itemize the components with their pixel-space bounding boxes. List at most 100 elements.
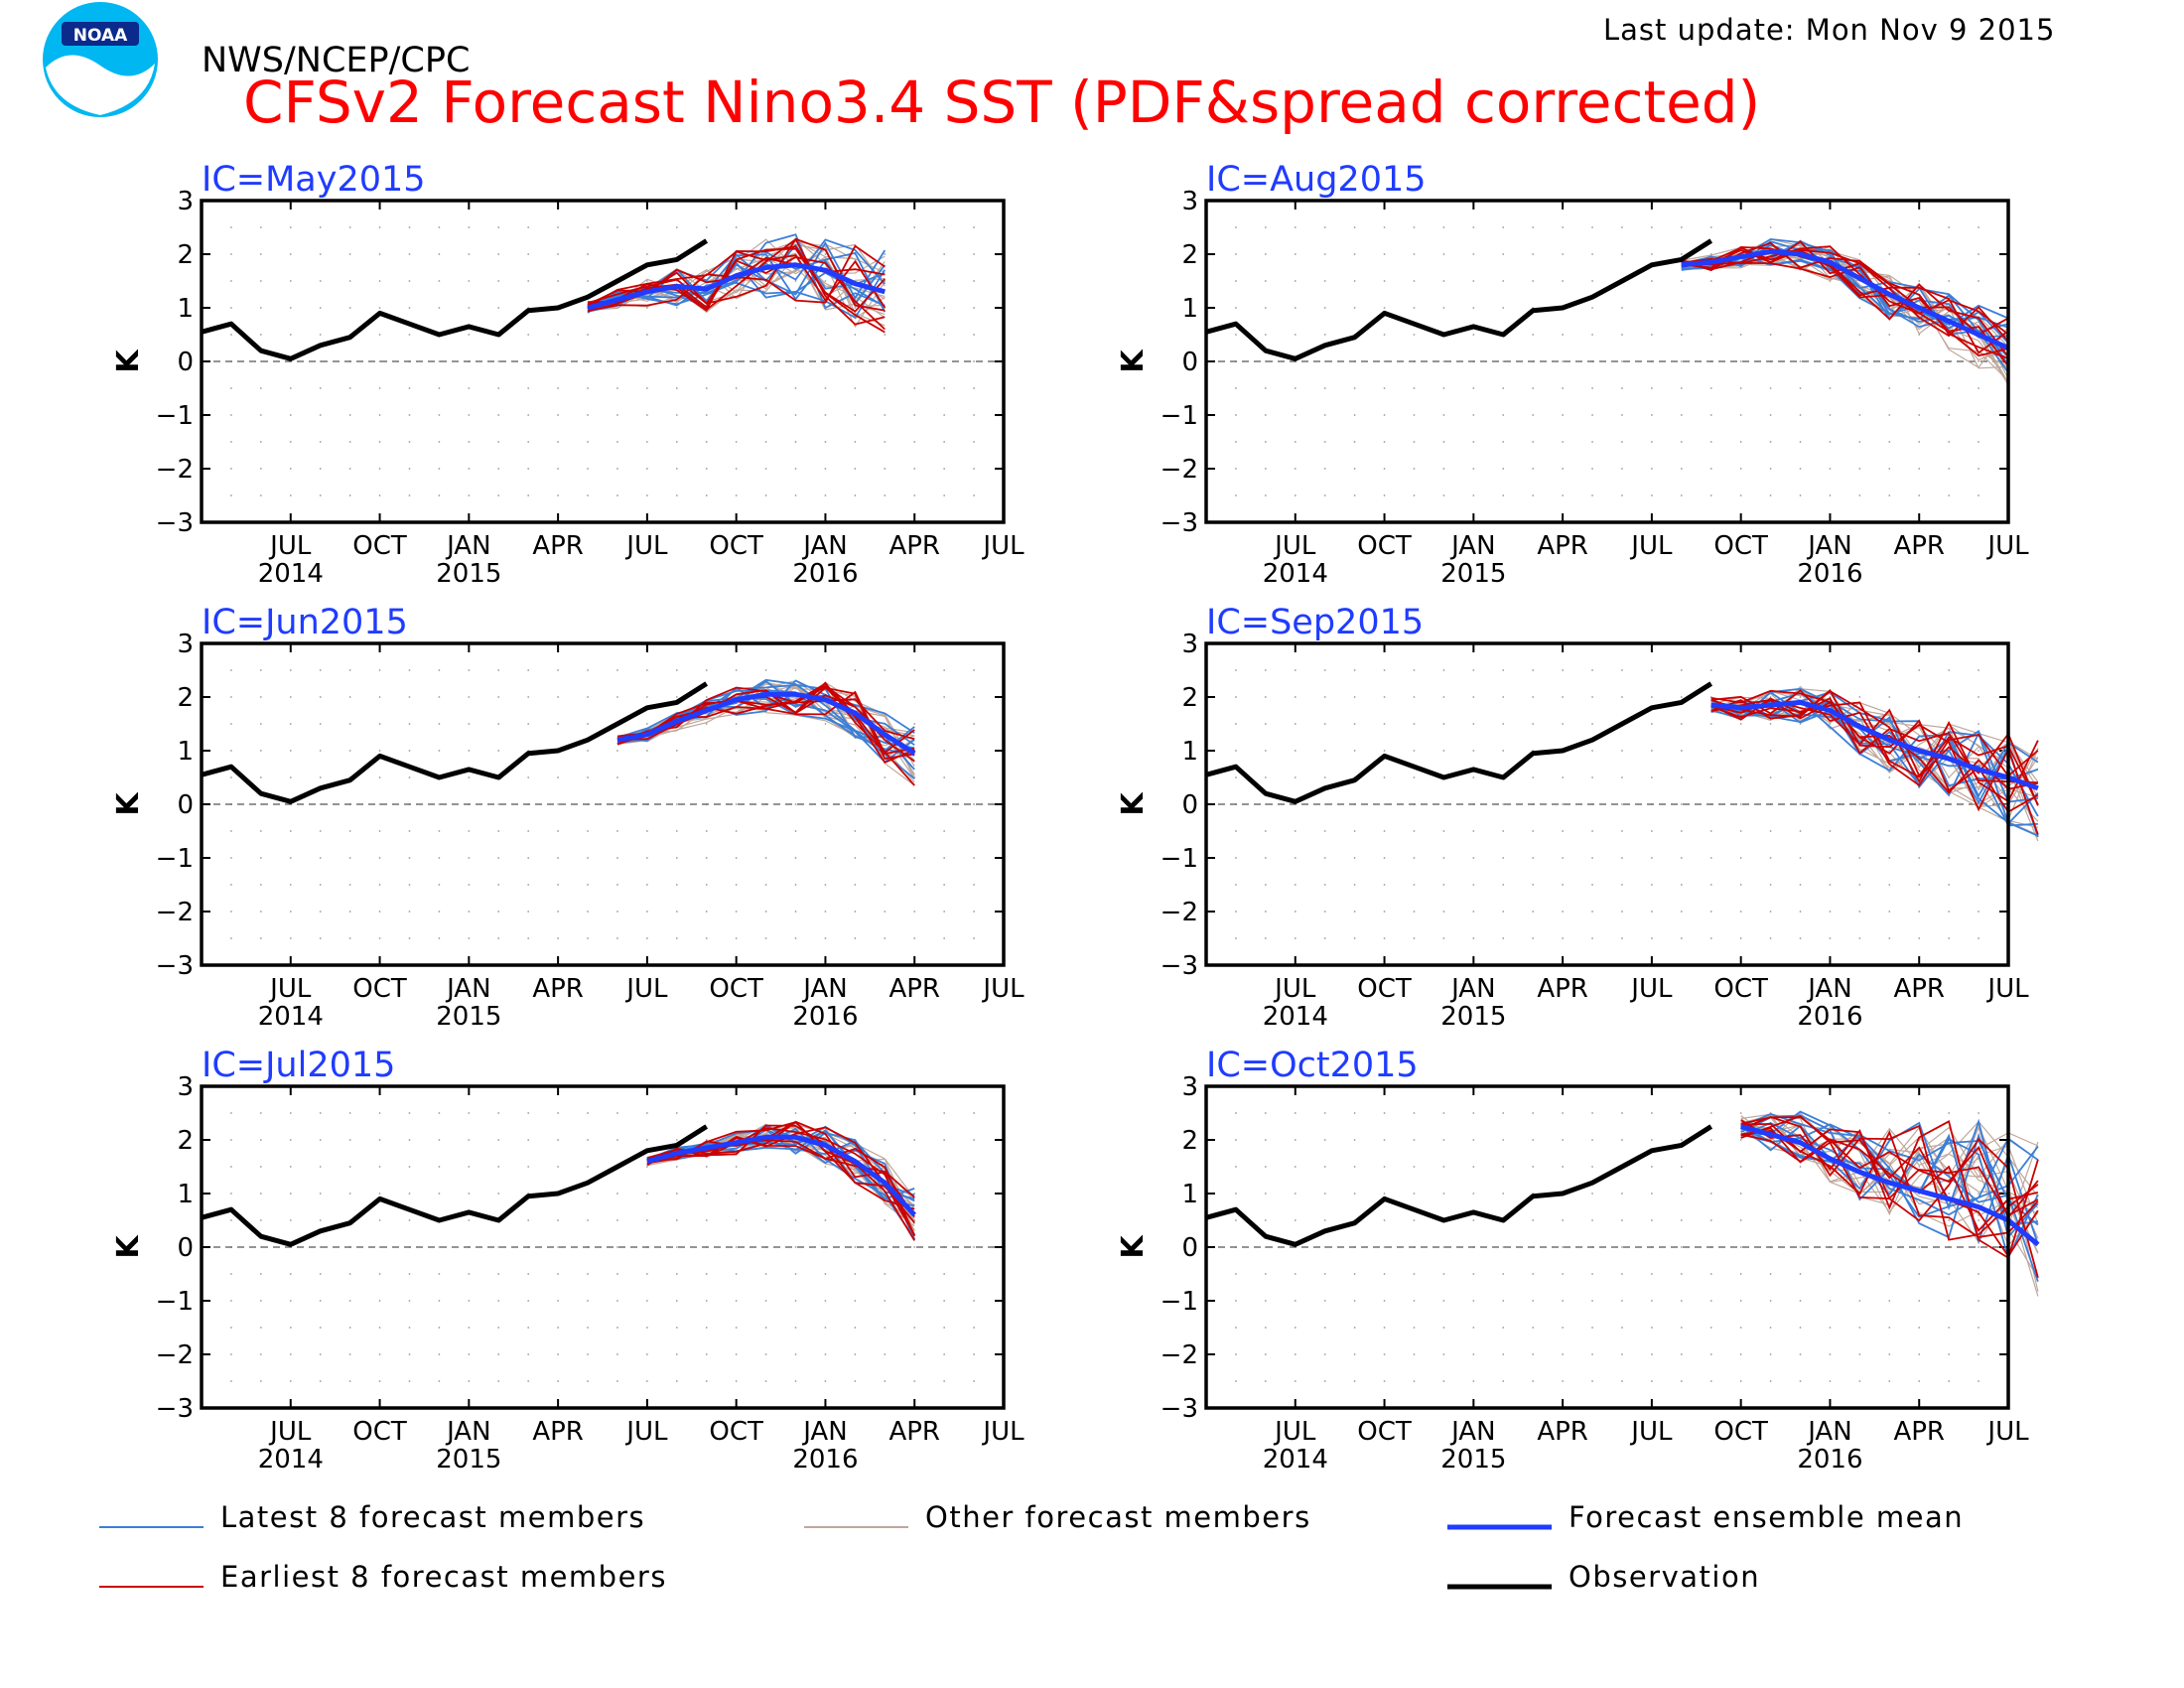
x-tick-label: JAN	[1449, 531, 1495, 561]
x-tick-label: JUL	[1629, 531, 1673, 561]
x-tick-label: JUL	[624, 1417, 668, 1447]
member-earliest	[1710, 698, 2039, 805]
member-latest	[1740, 1112, 2039, 1239]
ensemble-mean-line	[1710, 699, 2039, 791]
y-tick-label: 2	[1181, 1126, 1198, 1156]
x-tick-label: JAN	[1449, 974, 1495, 1004]
x-tick-label: APR	[532, 531, 584, 561]
legend-item-mean: Forecast ensemble mean	[1447, 1500, 1963, 1534]
y-tick-label: 0	[1181, 348, 1198, 377]
ensemble-mean-line	[646, 1134, 917, 1217]
x-tick-label: APR	[532, 974, 584, 1004]
panel-frame	[200, 1084, 1006, 1410]
x-tick-label: JUL	[1273, 974, 1316, 1004]
y-tick-label: 0	[177, 1233, 194, 1263]
y-axis-label: K	[111, 791, 146, 816]
y-tick-label: 2	[177, 683, 194, 713]
member-earliest	[1740, 1115, 2039, 1241]
x-tick-label: OCT	[352, 1417, 407, 1447]
y-tick-label: 3	[177, 1072, 194, 1102]
y-tick-label: −2	[1160, 455, 1198, 485]
y-tick-label: −1	[1160, 844, 1198, 874]
x-tick-label: OCT	[1357, 1417, 1412, 1447]
x-tick-year: 2015	[436, 1445, 501, 1475]
y-tick-label: −1	[1160, 1287, 1198, 1317]
panel-ic-label: IC=May2015	[202, 160, 426, 200]
x-tick-label: OCT	[709, 1417, 763, 1447]
member-earliest	[587, 237, 886, 312]
last-update: Last update: Mon Nov 9 2015	[1603, 13, 2055, 47]
panel-ic-label: IC=Sep2015	[1206, 603, 1424, 642]
y-tick-label: 0	[177, 790, 194, 820]
x-tick-year: 2015	[436, 559, 501, 589]
member-earliest	[1740, 1119, 2039, 1260]
x-tick-label: OCT	[709, 974, 763, 1004]
y-tick-label: −2	[1160, 1340, 1198, 1370]
page-title: CFSv2 Forecast Nino3.4 SST (PDF&spread c…	[243, 69, 1760, 136]
y-tick-label: 3	[177, 187, 194, 216]
x-tick-year: 2015	[436, 1002, 501, 1032]
x-tick-label: APR	[1537, 974, 1588, 1004]
y-tick-label: −2	[1160, 898, 1198, 927]
x-tick-year: 2016	[1797, 1002, 1862, 1032]
legend-item-latest: Latest 8 forecast members	[99, 1500, 645, 1534]
legend-item-obs: Observation	[1447, 1560, 1760, 1594]
x-tick-label: OCT	[1357, 974, 1412, 1004]
y-tick-label: 2	[1181, 683, 1198, 713]
x-tick-year: 2016	[792, 1445, 858, 1475]
x-tick-label: OCT	[1713, 1417, 1768, 1447]
y-tick-label: 3	[177, 630, 194, 659]
ensemble-mean-line	[616, 691, 916, 756]
x-tick-label: JAN	[1806, 1417, 1851, 1447]
y-axis-label: K	[111, 1234, 146, 1259]
member-earliest	[1740, 1127, 2039, 1258]
member-earliest	[1681, 246, 2009, 357]
x-tick-year: 2016	[1797, 1445, 1862, 1475]
legend-label-earliest: Earliest 8 forecast members	[220, 1560, 667, 1594]
x-tick-label: JAN	[1806, 531, 1851, 561]
y-tick-label: 1	[177, 737, 194, 767]
x-tick-year: 2014	[258, 559, 324, 589]
x-tick-year: 2014	[1263, 1002, 1328, 1032]
x-tick-year: 2015	[1440, 1002, 1506, 1032]
member-earliest	[1710, 689, 2039, 835]
x-tick-label: APR	[1537, 1417, 1588, 1447]
x-tick-label: JAN	[1806, 974, 1851, 1004]
y-axis-label: K	[111, 349, 146, 373]
y-tick-label: 3	[1181, 187, 1198, 216]
panel-frame	[1204, 641, 2010, 967]
x-tick-year: 2014	[258, 1445, 324, 1475]
y-tick-label: −1	[1160, 401, 1198, 431]
noaa-logo: NOAA	[43, 2, 158, 117]
x-tick-label: APR	[888, 1417, 940, 1447]
member-other	[1740, 1123, 2039, 1204]
y-tick-label: −1	[156, 844, 194, 874]
ensemble-mean-line	[1681, 248, 2010, 351]
panel-ic-label: IC=Jun2015	[202, 603, 408, 642]
observation-line	[201, 681, 709, 804]
y-tick-label: 0	[1181, 790, 1198, 820]
legend-label-latest: Latest 8 forecast members	[220, 1500, 645, 1534]
y-tick-label: −3	[156, 508, 194, 538]
member-other	[587, 254, 886, 316]
y-tick-label: −3	[1160, 1394, 1198, 1424]
y-tick-label: 1	[177, 294, 194, 324]
x-tick-label: JUL	[1629, 1417, 1673, 1447]
x-tick-year: 2014	[1263, 559, 1328, 589]
member-latest	[646, 1129, 915, 1200]
legend-label-obs: Observation	[1569, 1560, 1760, 1594]
x-tick-label: JUL	[268, 1417, 312, 1447]
member-earliest	[1740, 1116, 2039, 1219]
panel-frame	[200, 641, 1006, 967]
x-tick-label: JUL	[1985, 974, 2029, 1004]
x-tick-label: JUL	[1273, 1417, 1316, 1447]
x-tick-year: 2015	[1440, 1445, 1506, 1475]
member-other	[1710, 699, 2039, 836]
